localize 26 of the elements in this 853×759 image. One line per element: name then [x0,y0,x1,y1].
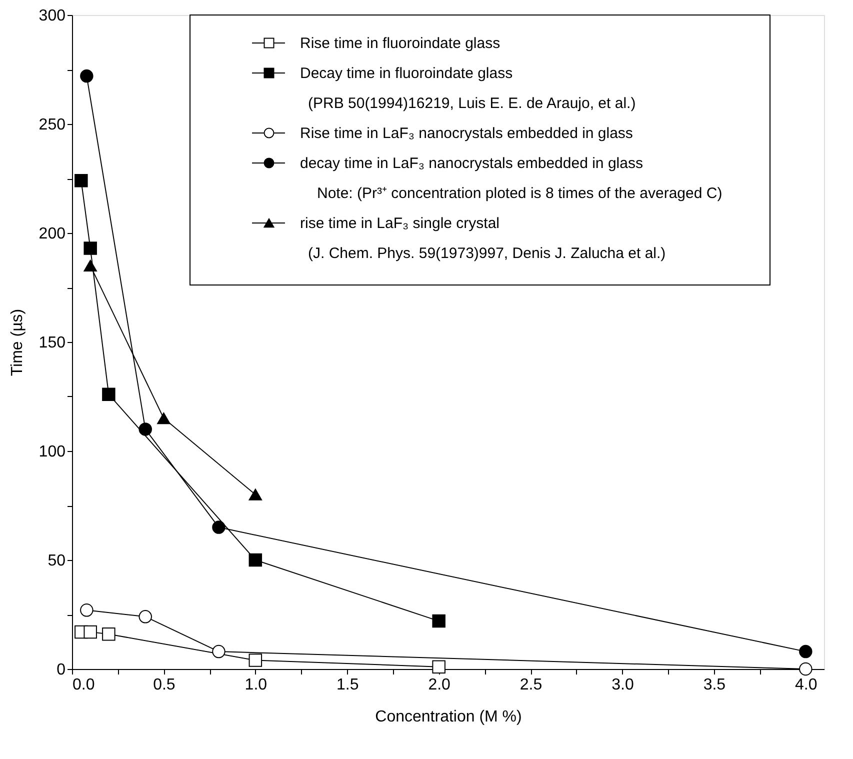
y-tick-label: 150 [38,334,66,352]
x-tick-label: 0.0 [72,676,95,694]
legend-label: Rise time in LaF₃ nanocrystals embedded in glass [300,125,633,142]
legend-label: Rise time in fluoroindate glass [300,35,500,52]
x-axis-title: Concentration (M %) [375,708,522,726]
x-tick-label: 4.0 [795,676,818,694]
annotation: Note: (Pr³⁺ concentration ploted is 8 times of the averaged C) [317,185,722,202]
legend-label: decay time in LaF₃ nanocrystals embedded in glass [300,155,643,172]
x-tick-label: 3.0 [612,676,634,694]
y-tick-label: 50 [48,552,66,570]
annotation: (J. Chem. Phys. 59(1973)997, Denis J. Zalucha et al.) [308,245,666,262]
x-tick-label: 2.0 [428,676,451,694]
x-tick-label: 1.0 [244,676,268,694]
legend-label: Decay time in fluoroindate glass [300,65,513,82]
y-tick-label: 200 [38,226,66,242]
x-tick-label: 3.5 [703,676,726,694]
x-tick-label: 0.5 [153,676,176,694]
y-tick-label: 100 [38,444,66,460]
x-tick-label: 1.5 [336,676,359,694]
annotation: (PRB 50(1994)16219, Luis E. E. de Araujo, et al.) [308,95,636,112]
y-tick-label: 0 [56,662,66,678]
x-tick-label: 2.5 [520,676,542,694]
y-tick-label: 300 [38,8,66,24]
legend-label: rise time in LaF₃ single crystal [300,215,500,232]
y-axis-title: Time (µs) [8,308,26,376]
y-tick-label: 250 [38,116,66,134]
